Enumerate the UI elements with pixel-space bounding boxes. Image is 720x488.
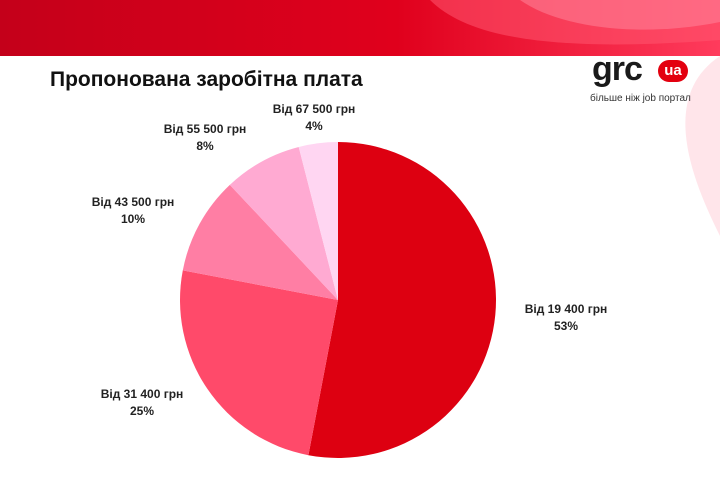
pie-slice: [298, 142, 338, 300]
chart-title: Пропонована заробітна плата: [50, 68, 363, 91]
pie-slice: [180, 270, 338, 456]
pie-slice: [229, 146, 338, 300]
slice-percent: 8%: [196, 139, 214, 153]
logo-wordmark: grc: [592, 50, 643, 88]
logo-ua-badge: ua: [658, 60, 688, 82]
logo-ua-text: ua: [664, 62, 682, 79]
grc-logo[interactable]: grc ua більше ніж job портал: [586, 50, 706, 110]
slice-label: Від 67 500 грн 4%: [273, 101, 356, 135]
slice-label-text: Від 67 500 грн: [272, 102, 356, 116]
slice-label: Від 55 500 грн 8%: [164, 121, 247, 155]
slice-percent: 4%: [305, 119, 323, 133]
slice-percent: 53%: [553, 319, 579, 333]
slice-label: Від 31 400 грн 25%: [101, 386, 184, 420]
slice-label: Від 43 500 грн 10%: [92, 194, 175, 228]
top-banner: [0, 0, 720, 56]
slice-label-text: Від 19 400 грн: [524, 302, 608, 316]
slice-percent: 25%: [129, 404, 155, 418]
pie-slice: [182, 184, 338, 300]
logo-tagline: більше ніж job портал: [590, 93, 691, 104]
slice-label-text: Від 31 400 грн: [100, 387, 184, 401]
slice-label: Від 19 400 грн 53%: [525, 301, 608, 335]
slice-label-text: Від 43 500 грн: [91, 195, 175, 209]
slice-label-text: Від 55 500 грн: [163, 122, 247, 136]
decorative-swoosh: [685, 56, 720, 236]
slice-percent: 10%: [120, 212, 146, 226]
pie-slice: [308, 142, 497, 458]
